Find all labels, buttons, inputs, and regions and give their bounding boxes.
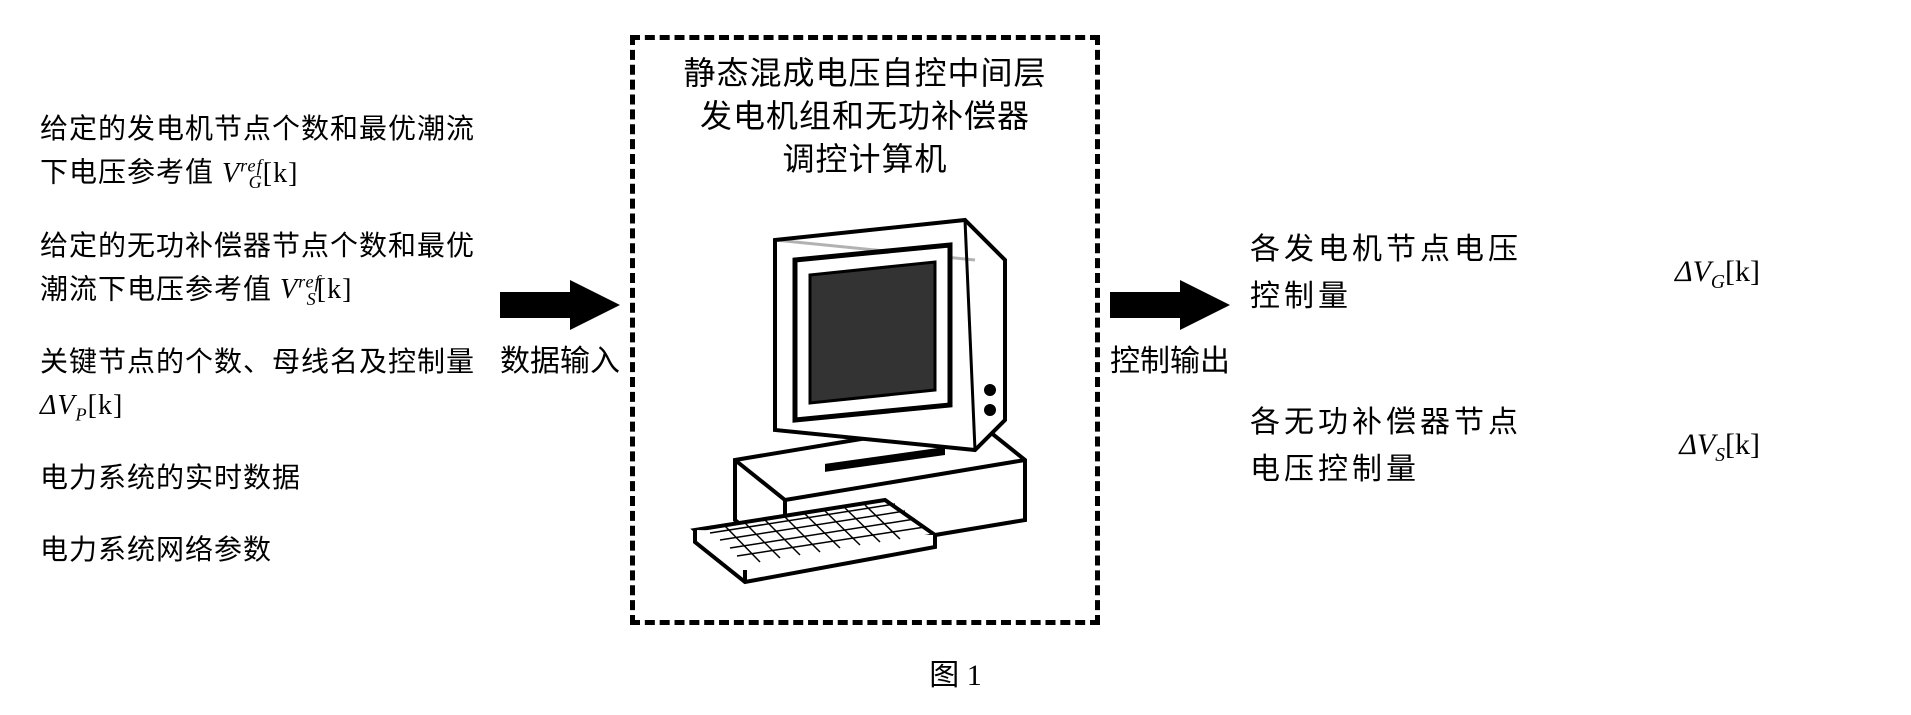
idx: [k] bbox=[88, 390, 124, 421]
input3-formula: ΔVP[k] bbox=[40, 390, 123, 421]
arrow-right-icon bbox=[1110, 280, 1230, 330]
idx: [k] bbox=[1725, 255, 1760, 288]
var: ΔV bbox=[1675, 255, 1711, 288]
center-computer-box: 静态混成电压自控中间层 发电机组和无功补偿器 调控计算机 bbox=[630, 35, 1100, 625]
sub: G bbox=[1711, 272, 1725, 293]
output-item-1: 各发电机节点电压控制量 ΔVG[k] bbox=[1250, 227, 1760, 320]
idx: [k] bbox=[1725, 428, 1760, 461]
output1-formula: ΔVG[k] bbox=[1675, 249, 1760, 298]
output2-text: 各无功补偿器节点电压控制量 bbox=[1250, 400, 1550, 493]
input2-formula: VrefS[k] bbox=[280, 274, 352, 305]
var: ΔV bbox=[40, 390, 76, 421]
diagram-root: 给定的发电机节点个数和最优潮流下电压参考值 VrefG[k] 给定的无功补偿器节… bbox=[40, 20, 1871, 640]
idx: [k] bbox=[263, 158, 299, 189]
title-l1: 静态混成电压自控中间层 bbox=[683, 55, 1046, 91]
input-item-4: 电力系统的实时数据 bbox=[40, 457, 490, 500]
idx: [k] bbox=[317, 274, 353, 305]
arrow-output: 控制输出 bbox=[1110, 280, 1230, 380]
inputs-column: 给定的发电机节点个数和最优潮流下电压参考值 VrefG[k] 给定的无功补偿器节… bbox=[40, 88, 490, 572]
output-item-2: 各无功补偿器节点电压控制量 ΔVS[k] bbox=[1250, 400, 1760, 493]
outputs-column: 各发电机节点电压控制量 ΔVG[k] 各无功补偿器节点电压控制量 ΔVS[k] bbox=[1240, 227, 1760, 493]
figure-caption: 图 1 bbox=[40, 650, 1871, 694]
arrow-right-icon bbox=[500, 280, 620, 330]
sub: S bbox=[307, 289, 317, 309]
sub: P bbox=[76, 405, 88, 425]
input1-formula: VrefG[k] bbox=[222, 158, 298, 189]
var: ΔV bbox=[1679, 428, 1715, 461]
sub: S bbox=[1715, 445, 1725, 466]
sub: G bbox=[249, 172, 263, 192]
input-item-3: 关键节点的个数、母线名及控制量 ΔVP[k] bbox=[40, 341, 490, 429]
var: V bbox=[222, 158, 240, 189]
output2-formula: ΔVS[k] bbox=[1679, 422, 1760, 471]
title-l3: 调控计算机 bbox=[782, 141, 947, 177]
arrow-out-label: 控制输出 bbox=[1110, 336, 1230, 380]
input-item-5: 电力系统网络参数 bbox=[40, 529, 490, 572]
arrow-in-label: 数据输入 bbox=[500, 336, 620, 380]
var: V bbox=[280, 274, 298, 305]
title-l2: 发电机组和无功补偿器 bbox=[700, 98, 1030, 134]
input3-text: 关键节点的个数、母线名及控制量 bbox=[40, 347, 475, 378]
input2-text: 给定的无功补偿器节点个数和最优潮流下电压参考值 bbox=[40, 231, 475, 306]
arrow-input: 数据输入 bbox=[500, 280, 620, 380]
computer-icon bbox=[675, 190, 1055, 590]
input-item-2: 给定的无功补偿器节点个数和最优潮流下电压参考值 VrefS[k] bbox=[40, 225, 490, 314]
input-item-1: 给定的发电机节点个数和最优潮流下电压参考值 VrefG[k] bbox=[40, 108, 490, 197]
output1-text: 各发电机节点电压控制量 bbox=[1250, 227, 1550, 320]
center-title: 静态混成电压自控中间层 发电机组和无功补偿器 调控计算机 bbox=[683, 52, 1046, 182]
